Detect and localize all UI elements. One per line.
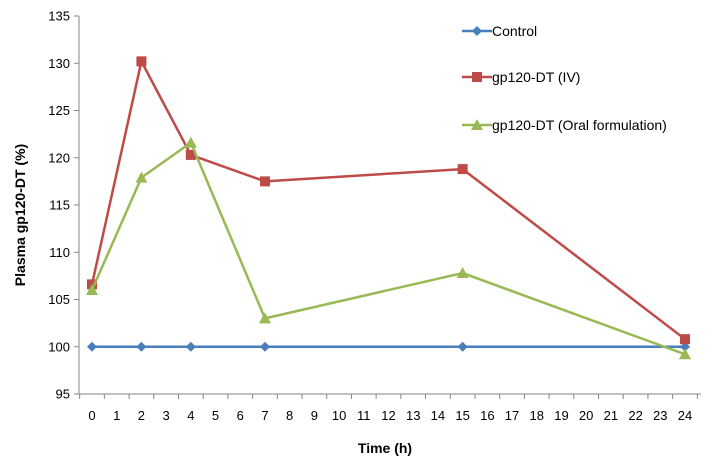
data-point [135, 171, 148, 183]
x-tick-label: 7 [261, 408, 268, 423]
data-point [87, 341, 97, 352]
series-2 [86, 136, 691, 360]
x-tick-label: 12 [381, 408, 395, 423]
series-line [90, 141, 686, 356]
legend-entry: Control [462, 23, 537, 39]
data-point [259, 176, 270, 187]
x-tick-label: 15 [455, 408, 469, 423]
y-tick-label: 100 [48, 339, 70, 354]
series-0 [87, 341, 690, 352]
x-tick-label: 16 [480, 408, 494, 423]
x-tick-label: 0 [88, 408, 95, 423]
x-tick-label: 20 [579, 408, 593, 423]
y-tick-label: 120 [48, 150, 70, 165]
y-tick-label: 130 [48, 56, 70, 71]
legend-marker [472, 26, 482, 36]
x-axis-title: Time (h) [358, 440, 412, 456]
x-tick-label: 2 [138, 408, 145, 423]
legend-entry: gp120-DT (IV) [462, 69, 580, 85]
x-tick-label: 1 [113, 408, 120, 423]
legend-label: Control [492, 23, 537, 39]
y-tick-label: 115 [49, 198, 70, 213]
legend-label: gp120-DT (Oral formulation) [492, 117, 667, 133]
y-tick-label: 95 [56, 387, 70, 402]
series-1 [87, 56, 690, 345]
legend-marker [471, 119, 483, 130]
data-point [259, 341, 270, 352]
x-tick-label: 10 [332, 408, 346, 423]
x-tick-label: 18 [530, 408, 544, 423]
y-axis-title: Plasma gp120-DT (%) [12, 144, 28, 286]
series-layer [86, 56, 691, 360]
data-point [456, 267, 469, 279]
x-tick-label: 3 [163, 408, 170, 423]
y-tick-label: 125 [48, 103, 70, 118]
x-tick-label: 17 [505, 408, 519, 423]
data-point [679, 348, 691, 360]
x-tick-label: 9 [311, 408, 318, 423]
x-tick-label: 5 [212, 408, 219, 423]
legend: Control gp120-DT (IV) gp120-DT (Oral formu… [462, 23, 667, 133]
y-tick-label: 135 [48, 9, 70, 24]
data-point [185, 149, 196, 160]
data-point [680, 341, 690, 352]
data-point [457, 341, 468, 352]
x-tick-label: 19 [554, 408, 568, 423]
data-point [136, 56, 147, 67]
y-tick-label: 110 [49, 245, 70, 260]
data-point [86, 284, 98, 296]
x-tick-label: 8 [286, 408, 293, 423]
x-tick-label: 6 [237, 408, 244, 423]
legend-label: gp120-DT (IV) [492, 69, 580, 85]
data-point [184, 136, 197, 148]
x-tick-label: 21 [604, 408, 618, 423]
data-point [680, 334, 690, 345]
x-tick-label: 22 [628, 408, 642, 423]
data-point [185, 341, 196, 352]
legend-entry: gp120-DT (Oral formulation) [462, 117, 667, 133]
data-point [258, 312, 271, 324]
x-tick-label: 13 [406, 408, 420, 423]
series-line [90, 60, 686, 341]
data-point [457, 164, 468, 175]
x-tick-label: 11 [357, 408, 371, 423]
x-tick-label: 24 [678, 408, 692, 423]
y-tick-label: 105 [48, 292, 70, 307]
x-tick-label: 4 [187, 408, 194, 423]
data-point [136, 341, 147, 352]
x-tick-label: 14 [431, 408, 445, 423]
legend-marker [472, 72, 482, 82]
x-tick-label: 23 [653, 408, 667, 423]
